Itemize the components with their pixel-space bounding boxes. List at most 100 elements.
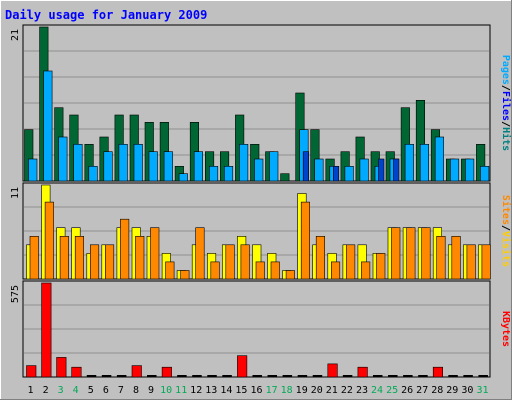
x-tick-label-day-8: 8 <box>133 385 139 396</box>
bar-files-day-27 <box>419 144 430 182</box>
bar-sites-day-31 <box>481 244 491 280</box>
bar-files-day-17 <box>269 151 279 182</box>
bar-files-day-6 <box>103 151 113 182</box>
bar-kbytes-day-8 <box>131 365 142 378</box>
bar-pages-day-19 <box>302 151 310 182</box>
x-tick-label-day-24: 24 <box>371 385 383 396</box>
label-visits: Visits <box>500 231 512 267</box>
bar-pages-day-25 <box>393 158 400 182</box>
x-tick-label-day-2: 2 <box>43 385 49 396</box>
bar-files-day-14 <box>224 166 234 182</box>
x-tick-label-day-15: 15 <box>235 385 247 396</box>
x-tick-label-day-1: 1 <box>27 385 33 396</box>
bar-files-day-16 <box>254 158 264 182</box>
bar-kbytes-day-28 <box>432 366 444 378</box>
label-separator: / <box>500 121 511 127</box>
bar-kbytes-day-10 <box>161 366 172 378</box>
label-pages: Pages <box>500 55 511 85</box>
bar-sites-day-9 <box>150 227 160 280</box>
bar-files-day-4 <box>73 144 83 182</box>
bar-sites-day-21 <box>330 261 341 280</box>
x-tick-label-day-14: 14 <box>220 385 232 396</box>
bar-files-day-1 <box>28 158 38 182</box>
bar-files-day-9 <box>148 151 158 182</box>
ytick-label-hits: 21 <box>10 29 21 41</box>
x-tick-label-day-30: 30 <box>461 385 473 396</box>
label-separator: / <box>500 225 511 231</box>
label-hits: Hits <box>500 127 512 151</box>
bar-files-day-10 <box>163 151 173 182</box>
x-tick-label-day-29: 29 <box>446 385 458 396</box>
x-tick-label-day-16: 16 <box>250 385 262 396</box>
side-label-visits: Sites/Visits <box>500 195 512 267</box>
x-tick-label-day-10: 10 <box>160 385 172 396</box>
bar-sites-day-20 <box>315 236 326 280</box>
bar-files-day-13 <box>209 166 219 182</box>
bar-sites-day-29 <box>451 236 461 280</box>
bar-files-day-26 <box>404 144 414 182</box>
x-tick-label-day-13: 13 <box>205 385 217 396</box>
bar-files-day-15 <box>239 144 249 182</box>
label-separator: / <box>500 85 511 91</box>
x-tick-label-day-7: 7 <box>118 385 124 396</box>
x-tick-label-day-22: 22 <box>341 385 353 396</box>
bar-sites-day-14 <box>225 244 235 280</box>
bar-pages-day-24 <box>378 158 385 182</box>
bar-kbytes-day-1 <box>26 365 37 378</box>
x-tick-label-day-27: 27 <box>416 385 428 396</box>
bar-hits-day-18 <box>280 173 290 182</box>
bar-sites-day-3 <box>59 236 69 280</box>
x-tick-label-day-19: 19 <box>296 385 308 396</box>
x-tick-label-day-20: 20 <box>311 385 323 396</box>
chart-title: Daily usage for January 2009 <box>5 8 207 22</box>
x-tick-label-day-17: 17 <box>266 385 278 396</box>
bar-sites-day-17 <box>270 261 280 280</box>
bar-sites-day-26 <box>406 227 416 280</box>
bar-sites-day-4 <box>74 236 84 280</box>
x-tick-label-day-4: 4 <box>73 385 79 396</box>
label-kbytes: KBytes <box>500 311 511 347</box>
side-label-kbytes: KBytes <box>500 311 511 347</box>
bar-sites-day-5 <box>90 244 100 280</box>
label-files: Files <box>500 91 512 121</box>
bar-kbytes-day-4 <box>71 366 82 378</box>
bar-files-day-2 <box>43 70 53 182</box>
x-tick-label-day-26: 26 <box>401 385 413 396</box>
bar-kbytes-day-15 <box>237 355 248 378</box>
bar-sites-day-30 <box>466 244 476 280</box>
bar-sites-day-8 <box>135 236 145 280</box>
bar-files-day-29 <box>449 158 460 182</box>
x-tick-label-day-31: 31 <box>476 385 488 396</box>
bar-sites-day-16 <box>255 261 265 280</box>
bar-files-day-11 <box>178 173 188 182</box>
bar-sites-day-22 <box>346 244 356 280</box>
ytick-label-visits: 11 <box>10 187 21 199</box>
bar-files-day-5 <box>88 166 98 182</box>
bar-sites-day-24 <box>376 253 386 280</box>
x-tick-label-day-28: 28 <box>431 385 443 396</box>
bar-sites-day-7 <box>120 218 130 280</box>
x-tick-label-day-3: 3 <box>58 385 64 396</box>
x-tick-label-day-11: 11 <box>175 385 187 396</box>
bar-files-day-20 <box>314 158 324 182</box>
bar-sites-day-23 <box>361 261 371 280</box>
bar-sites-day-10 <box>165 261 175 280</box>
bar-files-day-31 <box>480 166 490 182</box>
side-label-hits: Pages/Files/Hits <box>500 55 512 151</box>
bar-sites-day-19 <box>300 201 311 280</box>
bar-sites-day-15 <box>240 244 250 280</box>
bar-files-day-22 <box>344 166 354 182</box>
bar-files-day-28 <box>434 136 445 182</box>
bar-sites-day-27 <box>421 227 431 280</box>
label-sites: Sites <box>500 195 512 225</box>
bar-files-day-23 <box>359 158 369 182</box>
bar-kbytes-day-2 <box>41 282 52 378</box>
bar-files-day-3 <box>58 136 68 182</box>
bar-files-day-30 <box>465 158 475 182</box>
x-tick-label-day-12: 12 <box>190 385 202 396</box>
bar-pages-day-21 <box>332 166 340 182</box>
bar-sites-day-25 <box>391 227 401 280</box>
bar-sites-day-12 <box>195 227 205 280</box>
bar-sites-day-28 <box>436 236 446 280</box>
